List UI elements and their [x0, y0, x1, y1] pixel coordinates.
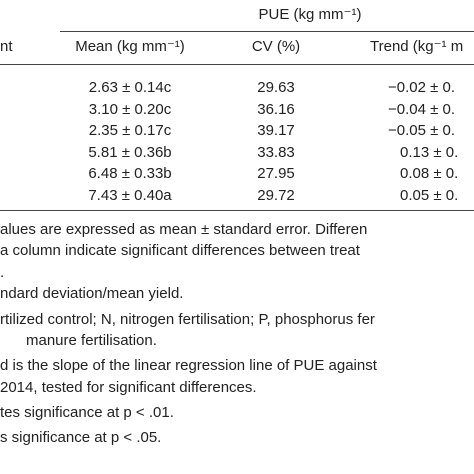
- column-header: nt: [0, 38, 13, 55]
- table-cell: 0.08 ± 0.: [400, 165, 459, 183]
- footnote: s significance at p < .05.: [0, 429, 162, 446]
- table-rule: [0, 210, 474, 211]
- table-cell: −0.02 ± 0.: [388, 79, 456, 96]
- table-cell: 36.16: [257, 100, 295, 118]
- table-cell: 2.35 ± 0.17c: [88, 122, 172, 140]
- table-cell: 7.43 ± 0.40a: [88, 187, 172, 204]
- table-cell: 0.13 ± 0.: [400, 143, 459, 161]
- table-cell: 6.48 ± 0.33b: [88, 165, 172, 183]
- column-header: Trend (kg⁻¹ m: [370, 38, 464, 55]
- table-rule: [60, 31, 474, 32]
- column-header: Mean (kg mm⁻¹): [75, 38, 185, 55]
- footnote: a column indicate significant difference…: [0, 242, 360, 259]
- column-header: CV (%): [251, 38, 301, 55]
- group-header: PUE (kg mm⁻¹): [258, 6, 362, 23]
- table-cell: 39.17: [257, 122, 295, 140]
- table-rule: [0, 64, 474, 65]
- table-cell: 0.05 ± 0.: [400, 187, 459, 204]
- footnote: alues are expressed as mean ± standard e…: [0, 221, 368, 238]
- footnote: rtilized control; N, nitrogen fertilisat…: [0, 311, 375, 328]
- table-cell: 3.10 ± 0.20c: [88, 100, 172, 118]
- table-cell: 27.95: [257, 165, 295, 183]
- footnote: 2014, tested for significant differences…: [0, 379, 257, 396]
- footnote: d is the slope of the linear regression …: [0, 357, 377, 374]
- footnote: .: [0, 264, 5, 281]
- table-cell: 2.63 ± 0.14c: [88, 79, 172, 96]
- footnote: tes significance at p < .01.: [0, 404, 174, 421]
- table-cell: −0.05 ± 0.: [388, 122, 456, 140]
- footnote: ndard deviation/mean yield.: [0, 285, 184, 302]
- table-cell: 29.72: [257, 187, 295, 204]
- table-cell: 33.83: [257, 143, 295, 161]
- table-cell: −0.04 ± 0.: [388, 100, 456, 118]
- table-cell: 5.81 ± 0.36b: [88, 143, 172, 161]
- table-cell: 29.63: [257, 79, 295, 96]
- footnote: manure fertilisation.: [26, 332, 157, 349]
